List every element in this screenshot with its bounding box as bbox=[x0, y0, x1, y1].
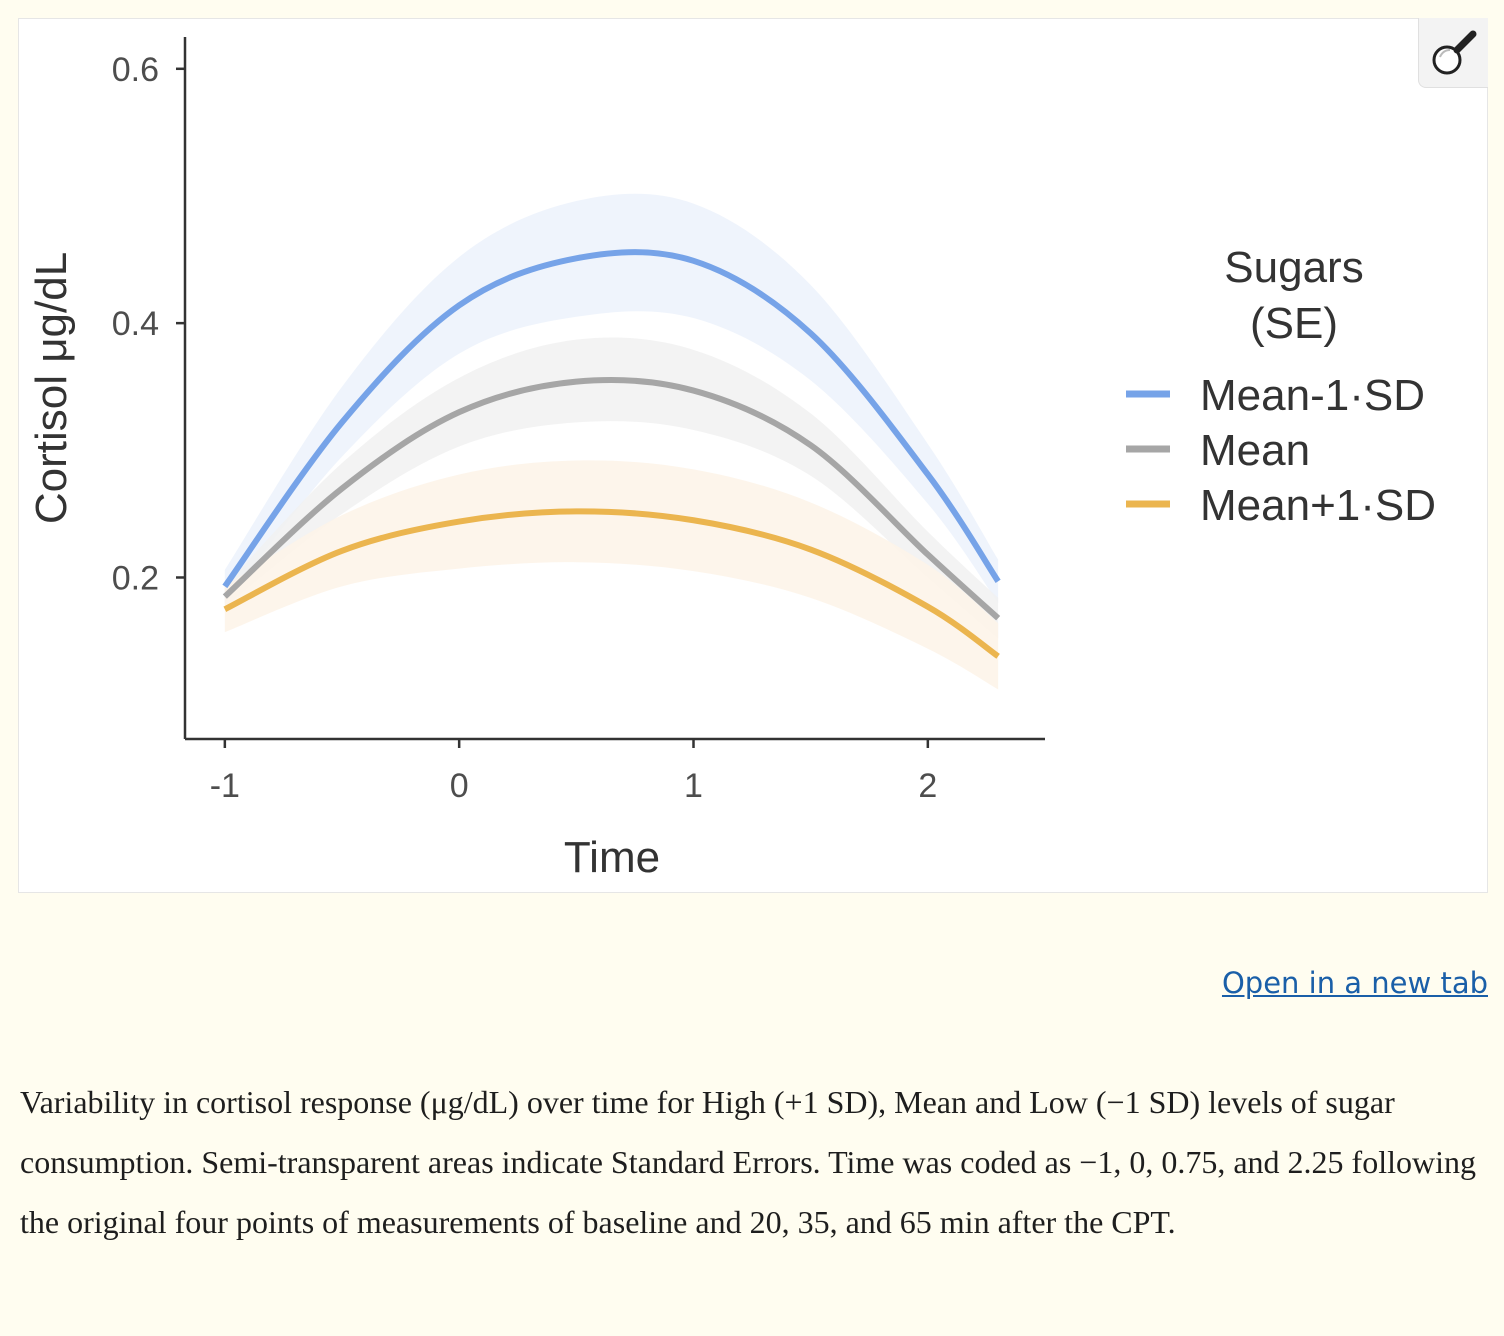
legend-title: Sugars bbox=[1224, 243, 1363, 292]
y-tick-label: 0.4 bbox=[112, 305, 159, 343]
y-tick-label: 0.6 bbox=[112, 51, 159, 89]
legend-label-1: Mean bbox=[1200, 426, 1310, 475]
x-tick-label: 1 bbox=[684, 767, 703, 805]
x-axis-title: Time bbox=[564, 833, 660, 882]
series-line-1 bbox=[222, 376, 1001, 621]
x-tick-label: -1 bbox=[210, 767, 240, 805]
figure-panel bbox=[18, 18, 1488, 893]
y-axis-title: Cortisol μg/dL bbox=[27, 252, 76, 524]
se-band-0 bbox=[224, 193, 999, 603]
se-band-1 bbox=[224, 337, 999, 639]
series-lines bbox=[222, 249, 1001, 659]
zoom-button[interactable] bbox=[1418, 18, 1488, 88]
series-line-0 bbox=[222, 249, 1001, 589]
se-bands bbox=[224, 193, 999, 690]
legend-subtitle: (SE) bbox=[1250, 299, 1338, 348]
x-tick-label: 0 bbox=[450, 767, 469, 805]
cortisol-chart: 0.2 0.4 0.6 -1 0 1 2 Time Cortisol μg/dL Sugars (… bbox=[27, 37, 1436, 882]
x-tick-label: 2 bbox=[918, 767, 937, 805]
chart-axes: 0.2 0.4 0.6 -1 0 1 2 Time Cortisol μg/dL bbox=[27, 37, 1045, 882]
series-line-2 bbox=[223, 508, 1000, 659]
magnifier-icon bbox=[1432, 30, 1477, 75]
y-tick-label: 0.2 bbox=[112, 559, 159, 597]
se-band-2 bbox=[224, 460, 999, 690]
legend-label-2: Mean+1·SD bbox=[1200, 481, 1436, 530]
chart-legend: Sugars (SE) Mean-1·SD Mean Mean+1·SD bbox=[1126, 243, 1436, 530]
open-in-new-tab-link[interactable]: Open in a new tab bbox=[1221, 966, 1488, 1000]
figure-caption: Variability in cortisol response (μg/dL)… bbox=[20, 1084, 1476, 1240]
legend-label-0: Mean-1·SD bbox=[1200, 371, 1425, 420]
